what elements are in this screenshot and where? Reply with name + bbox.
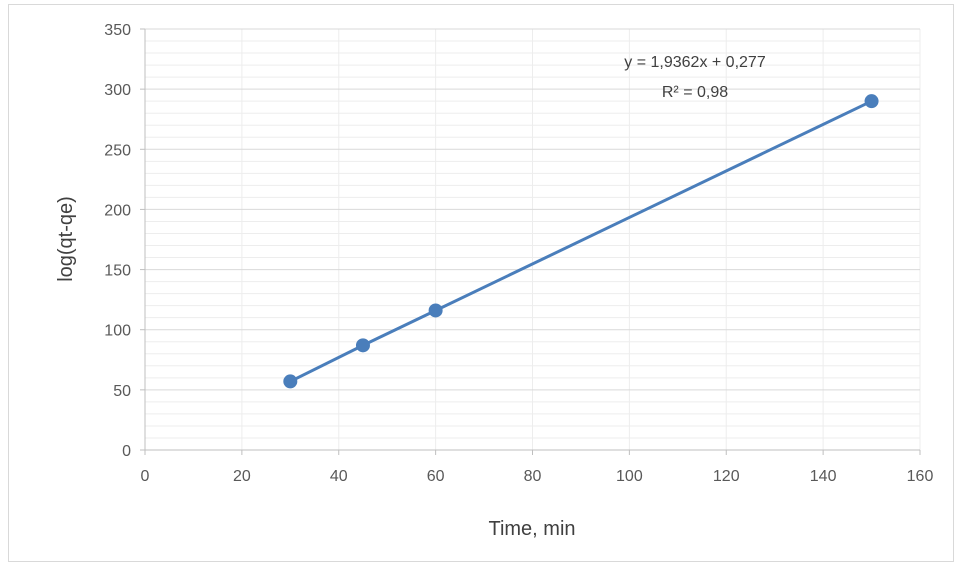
series-layer bbox=[283, 94, 879, 389]
y-tick-label: 200 bbox=[104, 202, 131, 219]
x-tick-label: 140 bbox=[810, 468, 837, 485]
y-tick-label: 350 bbox=[104, 22, 131, 39]
x-tick-label: 80 bbox=[524, 468, 542, 485]
y-tick-label: 100 bbox=[104, 323, 131, 340]
data-point bbox=[864, 94, 879, 109]
x-tick-label: 160 bbox=[907, 468, 934, 485]
y-tick-label: 300 bbox=[104, 82, 131, 99]
major-gridlines bbox=[145, 28, 920, 391]
x-axis-title: Time, min bbox=[488, 518, 575, 540]
y-axis: 0 50 100 150 200 250 300 350 bbox=[104, 22, 146, 460]
trendline bbox=[289, 99, 873, 383]
x-axis: 0 20 40 60 80 100 120 140 160 bbox=[141, 449, 934, 485]
trendline-equation: y = 1,9362x + 0,277 bbox=[624, 54, 766, 71]
data-point bbox=[428, 303, 443, 318]
y-tick-label: 250 bbox=[104, 142, 131, 159]
x-tick-label: 120 bbox=[713, 468, 740, 485]
x-tick-label: 60 bbox=[427, 468, 445, 485]
data-point bbox=[355, 338, 370, 353]
y-tick-label: 0 bbox=[122, 443, 131, 460]
data-point bbox=[283, 374, 298, 389]
x-tick-label: 0 bbox=[141, 468, 150, 485]
y-tick-label: 150 bbox=[104, 263, 131, 280]
y-tick-label: 50 bbox=[113, 383, 131, 400]
y-axis-title: log(qt-qe) bbox=[55, 196, 77, 282]
x-tick-label: 100 bbox=[616, 468, 643, 485]
trendline-r-squared: R² = 0,98 bbox=[662, 84, 728, 101]
x-tick-label: 40 bbox=[330, 468, 348, 485]
minor-gridlines bbox=[145, 29, 921, 450]
x-tick-label: 20 bbox=[233, 468, 251, 485]
chart-frame bbox=[8, 4, 954, 562]
